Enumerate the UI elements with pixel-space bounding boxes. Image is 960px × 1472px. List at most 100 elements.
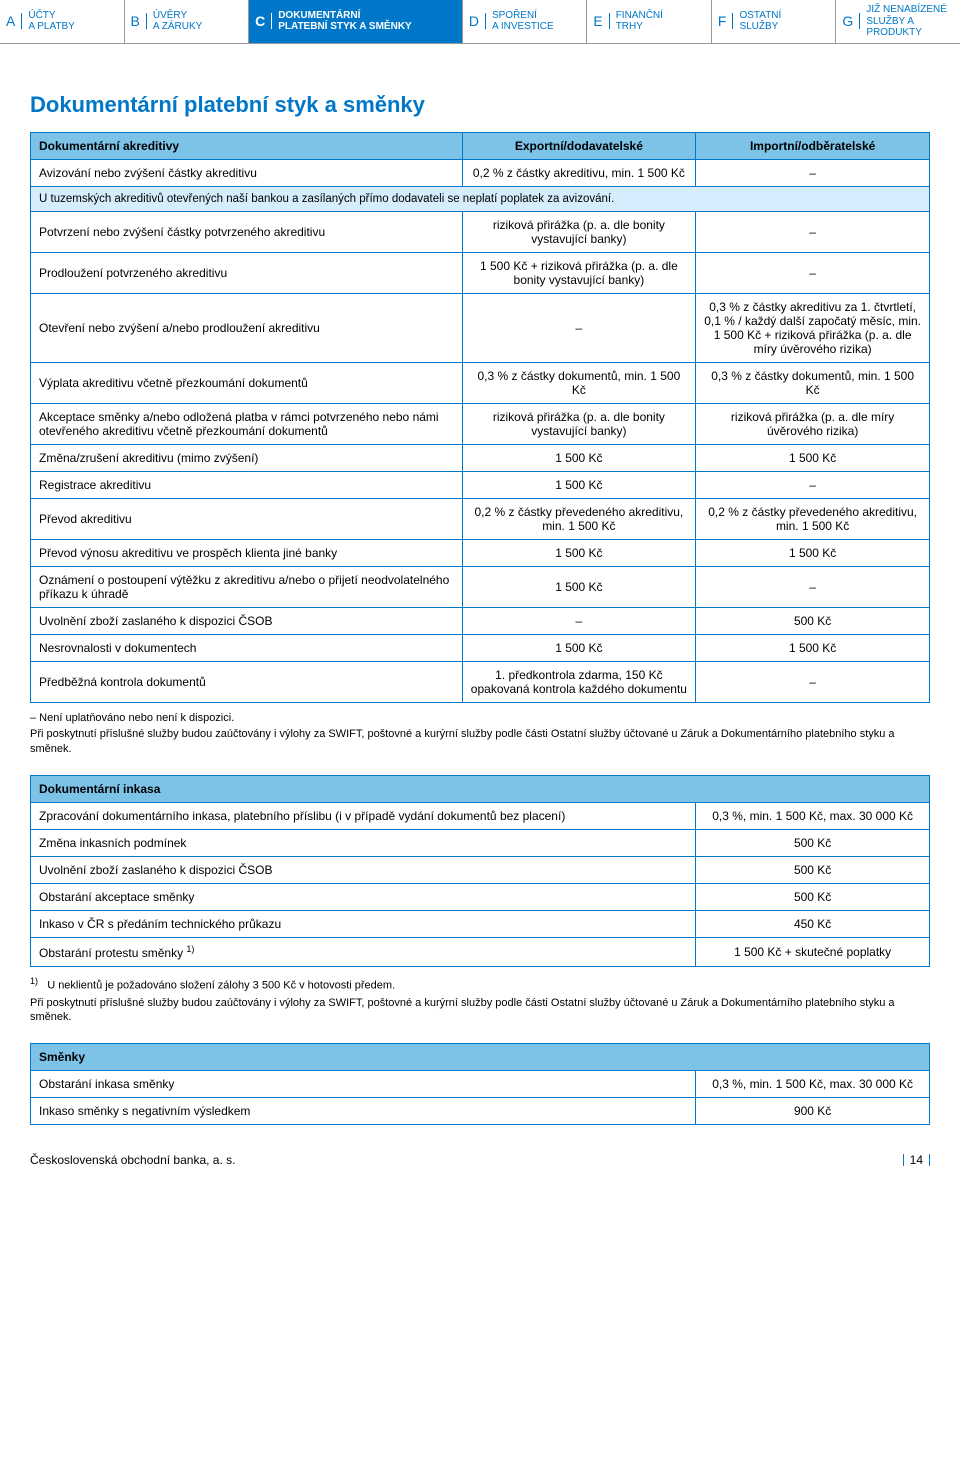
section-header-label: Směnky [31, 1044, 930, 1071]
row-value: 1 500 Kč [696, 539, 930, 566]
row-label: Potvrzení nebo zvýšení částky potvrzenéh… [31, 211, 463, 252]
row-value: 0,3 % z částky akreditivu za 1. čtvrtlet… [696, 293, 930, 362]
page-title: Dokumentární platební styk a směnky [30, 92, 930, 118]
tab-g[interactable]: G JIŽ NENABÍZENÉSLUŽBY A PRODUKTY [836, 0, 960, 43]
row-value: 1 500 Kč + riziková přirážka (p. a. dle … [462, 252, 696, 293]
row-label: Převod akreditivu [31, 498, 463, 539]
tab-b[interactable]: B ÚVĚRYA ZÁRUKY [125, 0, 250, 43]
tab-d[interactable]: D SPOŘENÍA INVESTICE [463, 0, 588, 43]
row-value: riziková přirážka (p. a. dle míry úvěrov… [696, 403, 930, 444]
inkasa-table: Dokumentární inkasaZpracování dokumentár… [30, 775, 930, 967]
row-value: 1 500 Kč [696, 444, 930, 471]
footnote-body: Při poskytnutí příslušné služby budou za… [30, 727, 930, 757]
row-label: Změna/zrušení akreditivu (mimo zvýšení) [31, 444, 463, 471]
footnote-2-body: Při poskytnutí příslušné služby budou za… [30, 996, 930, 1026]
row-label: Předběžná kontrola dokumentů [31, 661, 463, 702]
row-label: Otevření nebo zvýšení a/nebo prodloužení… [31, 293, 463, 362]
row-label: Obstarání akceptace směnky [31, 884, 696, 911]
tab-letter: D [469, 13, 486, 29]
row-value: – [462, 607, 696, 634]
row-label: Obstarání inkasa směnky [31, 1071, 696, 1098]
note-row: U tuzemských akreditivů otevřených naší … [31, 186, 930, 211]
row-value: 1 500 Kč [462, 566, 696, 607]
row-label: Inkaso v ČR s předáním technického průka… [31, 911, 696, 938]
tab-label: ÚČTYA PLATBY [28, 10, 75, 33]
row-value: 0,3 %, min. 1 500 Kč, max. 30 000 Kč [696, 803, 930, 830]
tab-label: FINANČNÍTRHY [616, 10, 663, 33]
tab-label: DOKUMENTÁRNÍPLATEBNÍ STYK A SMĚNKY [278, 10, 412, 33]
footnote-2-text1: U neklientů je požadováno složení zálohy… [47, 980, 395, 992]
column-header: Exportní/dodavatelské [462, 132, 696, 159]
tab-a[interactable]: A ÚČTYA PLATBY [0, 0, 125, 43]
row-value: 0,2 % z částky akreditivu, min. 1 500 Kč [462, 159, 696, 186]
row-value: – [696, 566, 930, 607]
row-label: Registrace akreditivu [31, 471, 463, 498]
row-value: riziková přirážka (p. a. dle bonity vyst… [462, 403, 696, 444]
tab-letter: B [131, 13, 147, 29]
footnote-dash: – Není uplatňováno nebo není k dispozici… [30, 711, 930, 726]
row-label: Zpracování dokumentárního inkasa, plateb… [31, 803, 696, 830]
main-content: Dokumentární platební styk a směnky Doku… [0, 44, 960, 1144]
row-label: Prodloužení potvrzeného akreditivu [31, 252, 463, 293]
row-value: 450 Kč [696, 911, 930, 938]
row-value: 0,2 % z částky převedeného akreditivu, m… [462, 498, 696, 539]
row-label: Inkaso směnky s negativním výsledkem [31, 1098, 696, 1125]
row-value: 1 500 Kč [462, 471, 696, 498]
tab-letter: A [6, 13, 22, 29]
footnote-2: 1) U neklientů je požadováno složení zál… [30, 975, 930, 1025]
row-value: riziková přirážka (p. a. dle bonity vyst… [462, 211, 696, 252]
tab-label: ÚVĚRYA ZÁRUKY [153, 10, 202, 33]
row-label: Avizování nebo zvýšení částky akreditivu [31, 159, 463, 186]
tab-label: SPOŘENÍA INVESTICE [492, 10, 554, 33]
row-value: 500 Kč [696, 857, 930, 884]
row-value: 1 500 Kč [462, 444, 696, 471]
row-value: – [696, 471, 930, 498]
footer-company: Československá obchodní banka, a. s. [30, 1153, 235, 1167]
tab-label: OSTATNÍSLUŽBY [739, 10, 781, 33]
row-value: 500 Kč [696, 607, 930, 634]
tab-letter: G [842, 13, 860, 29]
column-header: Importní/odběratelské [696, 132, 930, 159]
row-value: 0,3 %, min. 1 500 Kč, max. 30 000 Kč [696, 1071, 930, 1098]
row-label: Výplata akreditivu včetně přezkoumání do… [31, 362, 463, 403]
footer-page: 14 [910, 1153, 923, 1167]
row-label: Uvolnění zboží zaslaného k dispozici ČSO… [31, 607, 463, 634]
row-value: 1 500 Kč [462, 634, 696, 661]
row-value: 1 500 Kč [462, 539, 696, 566]
row-value: 500 Kč [696, 884, 930, 911]
section-header-label: Dokumentární inkasa [31, 776, 930, 803]
row-value: 500 Kč [696, 830, 930, 857]
row-value: – [696, 252, 930, 293]
row-label: Oznámení o postoupení výtěžku z akrediti… [31, 566, 463, 607]
row-value: 0,3 % z částky dokumentů, min. 1 500 Kč [696, 362, 930, 403]
tab-letter: C [255, 13, 272, 29]
row-value: 1 500 Kč [696, 634, 930, 661]
footer-page-num: 14 [903, 1153, 930, 1167]
row-value: 0,3 % z částky dokumentů, min. 1 500 Kč [462, 362, 696, 403]
row-value: 0,2 % z částky převedeného akreditivu, m… [696, 498, 930, 539]
row-value: – [696, 211, 930, 252]
row-value: 900 Kč [696, 1098, 930, 1125]
row-label: Nesrovnalosti v dokumentech [31, 634, 463, 661]
section-header-label: Dokumentární akreditivy [31, 132, 463, 159]
row-value: – [696, 661, 930, 702]
tab-f[interactable]: F OSTATNÍSLUŽBY [712, 0, 837, 43]
top-tabs: A ÚČTYA PLATBY B ÚVĚRYA ZÁRUKY C DOKUMENTÁRNÍ… [0, 0, 960, 44]
row-value: – [696, 159, 930, 186]
row-label: Obstarání protestu směnky 1) [31, 938, 696, 967]
footnote-1: – Není uplatňováno nebo není k dispozici… [30, 711, 930, 758]
tab-c[interactable]: C DOKUMENTÁRNÍPLATEBNÍ STYK A SMĚNKY [249, 0, 463, 43]
tab-e[interactable]: EFINANČNÍTRHY [587, 0, 712, 43]
row-value: – [462, 293, 696, 362]
page-footer: Československá obchodní banka, a. s. 14 [0, 1143, 960, 1183]
row-value: 1. předkontrola zdarma, 150 Kč opakovaná… [462, 661, 696, 702]
row-label: Převod výnosu akreditivu ve prospěch kli… [31, 539, 463, 566]
akreditivy-table: Dokumentární akreditivyExportní/dodavate… [30, 132, 930, 703]
footnote-2-sup: 1) [30, 976, 38, 986]
footnote-2-line1: 1) U neklientů je požadováno složení zál… [30, 975, 930, 994]
tab-letter: F [718, 13, 734, 29]
smenky-table: SměnkyObstarání inkasa směnky0,3 %, min.… [30, 1043, 930, 1125]
row-value: 1 500 Kč + skutečné poplatky [696, 938, 930, 967]
tab-label: JIŽ NENABÍZENÉSLUŽBY A PRODUKTY [866, 4, 954, 39]
row-label: Změna inkasních podmínek [31, 830, 696, 857]
